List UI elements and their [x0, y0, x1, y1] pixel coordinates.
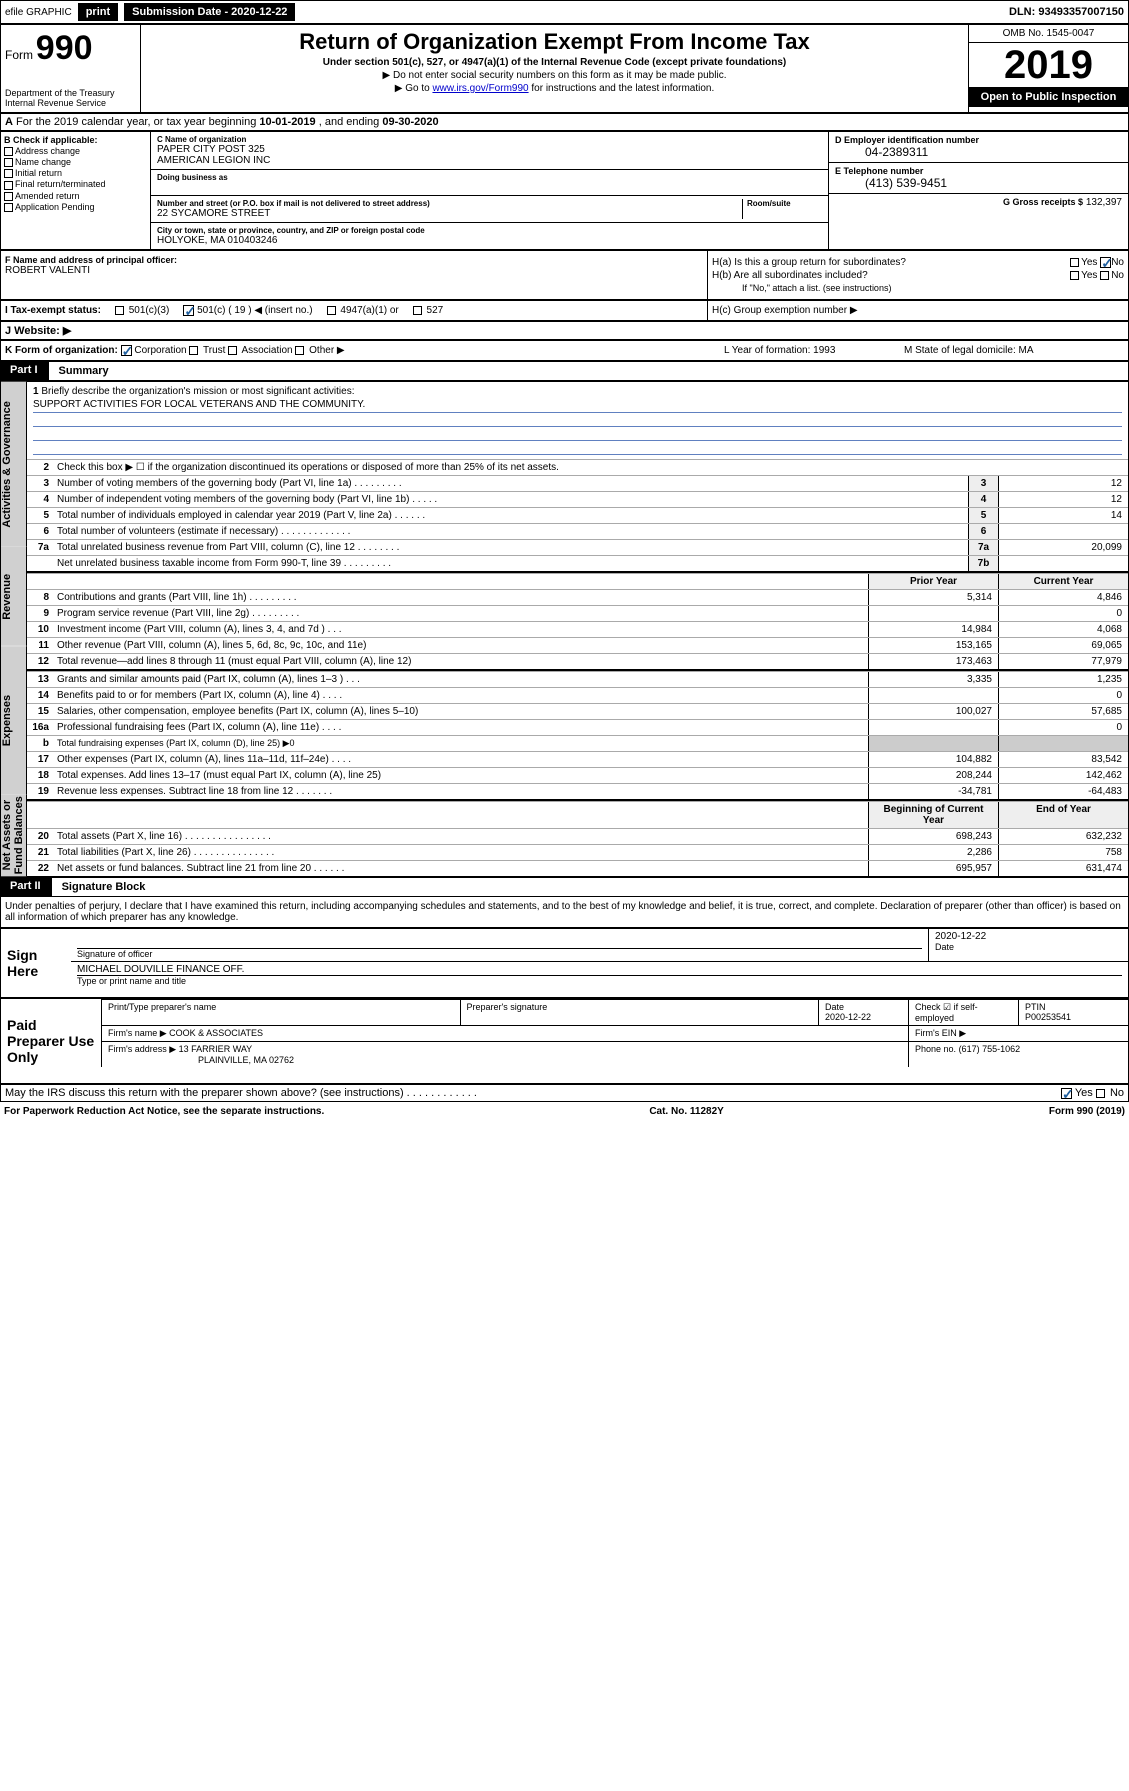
checkbox-501c3[interactable] — [115, 306, 124, 315]
officer-name: MICHAEL DOUVILLE FINANCE OFF. — [77, 964, 1122, 976]
f-h-block: F Name and address of principal officer:… — [0, 250, 1129, 300]
checkbox-4947[interactable] — [327, 306, 336, 315]
gov-line-5: 5Total number of individuals employed in… — [27, 507, 1128, 523]
k-row: K Form of organization: Corporation Trus… — [0, 340, 1129, 361]
street-address: 22 SYCAMORE STREET — [157, 208, 742, 219]
exp-line-15: 15Salaries, other compensation, employee… — [27, 703, 1128, 719]
form-title: Return of Organization Exempt From Incom… — [145, 29, 964, 55]
part1-header: Part I Summary — [0, 361, 1129, 381]
principal-officer: ROBERT VALENTI — [5, 265, 703, 276]
submission-date: Submission Date - 2020-12-22 — [124, 3, 295, 21]
top-bar: efile GRAPHIC print Submission Date - 20… — [0, 0, 1129, 24]
checkbox-trust[interactable] — [189, 346, 198, 355]
section-a: A For the 2019 calendar year, or tax yea… — [0, 113, 1129, 131]
checkbox-name-change[interactable]: Name change — [4, 157, 147, 167]
checkbox-ha-no[interactable] — [1100, 257, 1111, 268]
tab-netassets: Net Assets or Fund Balances — [1, 794, 27, 876]
exp-line-14: 14Benefits paid to or for members (Part … — [27, 687, 1128, 703]
tab-revenue: Revenue — [1, 547, 27, 646]
checkbox-ha-yes[interactable] — [1070, 258, 1079, 267]
checkbox-501c[interactable] — [183, 305, 194, 316]
checkbox-application-pending[interactable]: Application Pending — [4, 202, 147, 212]
checkbox-discuss-no[interactable] — [1096, 1089, 1105, 1098]
rev-line-10: 10Investment income (Part VIII, column (… — [27, 621, 1128, 637]
tab-governance: Activities & Governance — [1, 382, 27, 547]
open-public: Open to Public Inspection — [969, 87, 1128, 107]
year-formation: L Year of formation: 1993 — [724, 345, 904, 356]
efile-label: efile GRAPHIC — [5, 7, 72, 18]
col-right: D Employer identification number 04-2389… — [828, 132, 1128, 249]
gross-receipts: 132,397 — [1086, 197, 1122, 208]
exp-line-19: 19Revenue less expenses. Subtract line 1… — [27, 783, 1128, 799]
exp-line-18: 18Total expenses. Add lines 13–17 (must … — [27, 767, 1128, 783]
dept-treasury: Department of the Treasury Internal Reve… — [5, 88, 136, 108]
firm-name: COOK & ASSOCIATES — [169, 1028, 263, 1038]
net-line-20: 20Total assets (Part X, line 16) . . . .… — [27, 828, 1128, 844]
gov-line-7b: Net unrelated business taxable income fr… — [27, 555, 1128, 571]
firm-addr2: PLAINVILLE, MA 02762 — [108, 1055, 902, 1065]
mission-text: SUPPORT ACTIVITIES FOR LOCAL VETERANS AN… — [33, 397, 1122, 413]
i-block: I Tax-exempt status: 501(c)(3) 501(c) ( … — [0, 300, 1129, 321]
city-state-zip: HOLYOKE, MA 010403246 — [157, 235, 822, 246]
perjury-text: Under penalties of perjury, I declare th… — [0, 897, 1129, 928]
ptin: P00253541 — [1025, 1012, 1122, 1022]
phone: (413) 539-9451 — [835, 176, 1122, 190]
gov-line-3: 3Number of voting members of the governi… — [27, 475, 1128, 491]
checkbox-final-return-terminated[interactable]: Final return/terminated — [4, 179, 147, 189]
tax-year: 2019 — [969, 43, 1128, 87]
form-header: Form 990 Department of the Treasury Inte… — [0, 24, 1129, 113]
print-button[interactable]: print — [78, 3, 118, 21]
rev-line-9: 9Program service revenue (Part VIII, lin… — [27, 605, 1128, 621]
checkbox-other[interactable] — [295, 346, 304, 355]
exp-line-13: 13Grants and similar amounts paid (Part … — [27, 671, 1128, 687]
sign-here-block: Sign Here Signature of officer 2020-12-2… — [0, 928, 1129, 998]
omb-number: OMB No. 1545-0047 — [969, 25, 1128, 43]
checkbox-527[interactable] — [413, 306, 422, 315]
net-line-22: 22Net assets or fund balances. Subtract … — [27, 860, 1128, 876]
irs-link[interactable]: www.irs.gov/Form990 — [432, 83, 528, 94]
checkbox-discuss-yes[interactable] — [1061, 1088, 1072, 1099]
j-row: J Website: ▶ — [0, 321, 1129, 340]
ein: 04-2389311 — [835, 145, 1122, 159]
gov-line-6: 6Total number of volunteers (estimate if… — [27, 523, 1128, 539]
form-number: 990 — [36, 29, 93, 67]
checkbox-address-change[interactable]: Address change — [4, 146, 147, 156]
paid-preparer-block: Paid Preparer Use Only Print/Type prepar… — [0, 998, 1129, 1084]
checkbox-corp[interactable] — [121, 345, 132, 356]
goto-note: ▶ Go to www.irs.gov/Form990 for instruct… — [145, 83, 964, 94]
rev-line-12: 12Total revenue—add lines 8 through 11 (… — [27, 653, 1128, 669]
exp-line-16a: 16aProfessional fundraising fees (Part I… — [27, 719, 1128, 735]
exp-line-17: 17Other expenses (Part IX, column (A), l… — [27, 751, 1128, 767]
checkbox-initial-return[interactable]: Initial return — [4, 168, 147, 178]
rev-line-8: 8Contributions and grants (Part VIII, li… — [27, 589, 1128, 605]
sign-date: 2020-12-22 — [935, 931, 1122, 942]
col-b: B Check if applicable: Address changeNam… — [1, 132, 151, 249]
gov-line-7a: 7aTotal unrelated business revenue from … — [27, 539, 1128, 555]
page-footer: For Paperwork Reduction Act Notice, see … — [0, 1102, 1129, 1121]
discuss-row: May the IRS discuss this return with the… — [0, 1084, 1129, 1102]
checkbox-hb-yes[interactable] — [1070, 271, 1079, 280]
gov-line-4: 4Number of independent voting members of… — [27, 491, 1128, 507]
prep-phone: (617) 755-1062 — [959, 1044, 1021, 1054]
tab-expenses: Expenses — [1, 646, 27, 794]
org-name-2: AMERICAN LEGION INC — [157, 155, 822, 166]
ssn-note: ▶ Do not enter social security numbers o… — [145, 70, 964, 81]
col-c: C Name of organization PAPER CITY POST 3… — [151, 132, 828, 249]
part2-header: Part II Signature Block — [0, 877, 1129, 897]
summary-table: Activities & Governance Revenue Expenses… — [0, 381, 1129, 877]
dln: DLN: 93493357007150 — [1009, 6, 1124, 18]
prep-date: 2020-12-22 — [825, 1012, 902, 1022]
org-name-1: PAPER CITY POST 325 — [157, 144, 822, 155]
firm-addr1: 13 FARRIER WAY — [179, 1044, 253, 1054]
form-prefix: Form — [5, 48, 33, 62]
rev-line-11: 11Other revenue (Part VIII, column (A), … — [27, 637, 1128, 653]
checkbox-amended-return[interactable]: Amended return — [4, 191, 147, 201]
checkbox-hb-no[interactable] — [1100, 271, 1109, 280]
checkbox-assoc[interactable] — [228, 346, 237, 355]
exp-line-b: bTotal fundraising expenses (Part IX, co… — [27, 735, 1128, 751]
entity-block: B Check if applicable: Address changeNam… — [0, 131, 1129, 250]
net-line-21: 21Total liabilities (Part X, line 26) . … — [27, 844, 1128, 860]
form-subtitle: Under section 501(c), 527, or 4947(a)(1)… — [145, 57, 964, 68]
state-domicile: M State of legal domicile: MA — [904, 345, 1124, 356]
